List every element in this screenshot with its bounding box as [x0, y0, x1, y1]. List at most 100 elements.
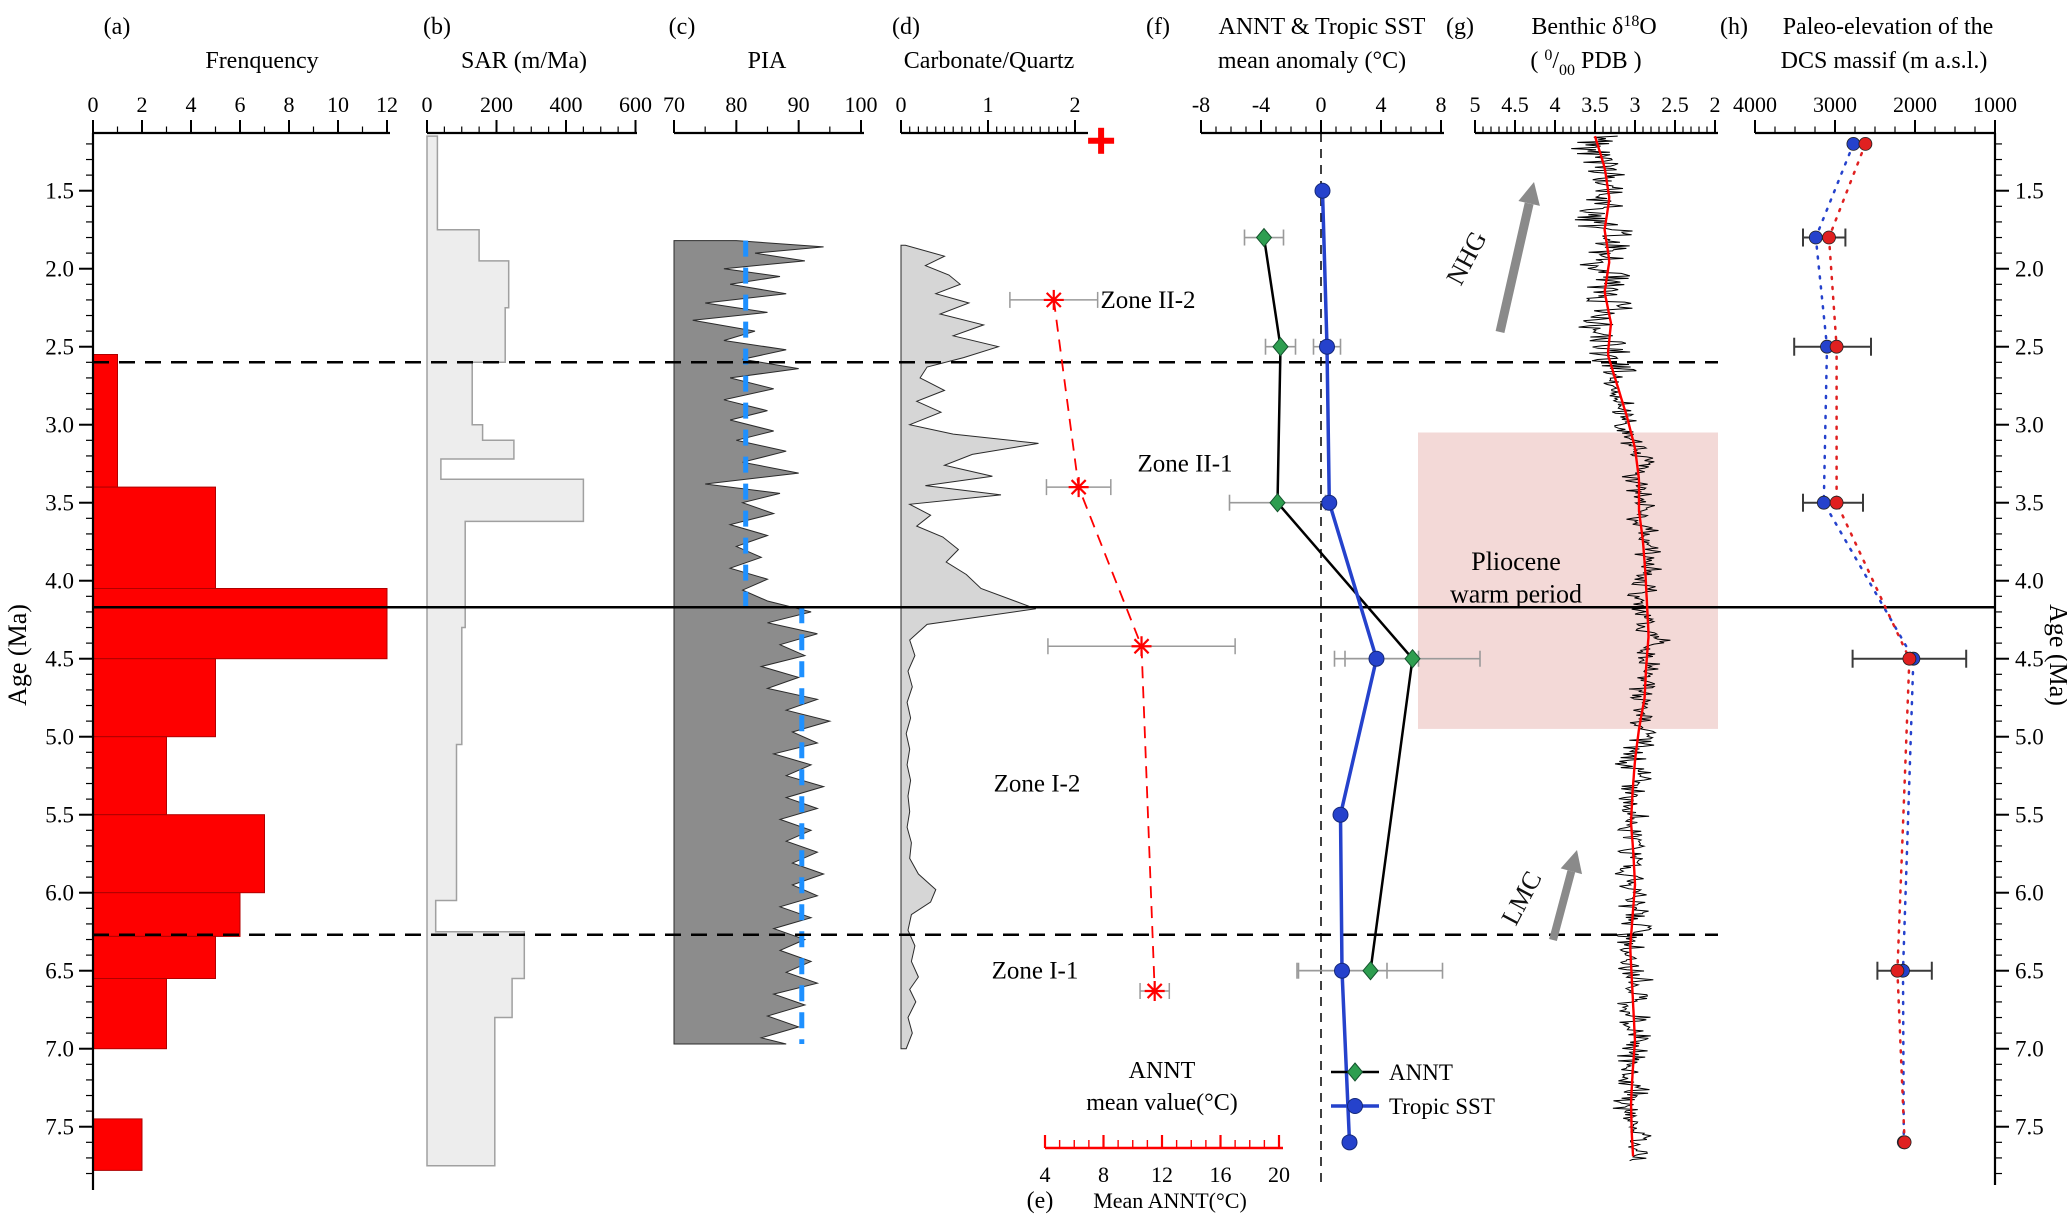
tick-label: 4: [1040, 1162, 1051, 1187]
age-tick-label: 3.0: [2015, 413, 2044, 438]
age-axis-left: 1.5 2.0 2.5 3.0 3.5 4.0 4.5 5.0 5.5 6.0 6.5 7.0 7.5 A…: [3, 133, 95, 1190]
annt-mean-point: [1068, 477, 1089, 498]
panel-c-pia: [673, 240, 832, 1045]
nhg-arrow-head: [1518, 182, 1540, 206]
annt-point: [1269, 492, 1286, 513]
panel-d-top-axis: 0 1 2 (d) Carbonate/Quartz: [892, 14, 1088, 135]
tick-label: 2.5: [1661, 92, 1689, 117]
age-tick-label: 6.0: [45, 881, 74, 906]
tick-label: 3: [1630, 92, 1641, 117]
tick-label: 6: [235, 92, 246, 117]
elevation-red-point: [1822, 230, 1836, 245]
panel-a-title: Frenquency: [205, 48, 318, 74]
age-tick-label: 6.5: [45, 959, 74, 984]
panel-a-top-axis: 0 2 4 6 8 10 12 (a) Frenquency: [88, 14, 398, 135]
elevation-red-point: [1829, 339, 1844, 354]
age-tick-label: 2.0: [2015, 257, 2044, 282]
annt-mean-point: [1043, 289, 1064, 310]
sst-point: [1321, 494, 1338, 511]
tick-label: 80: [725, 92, 747, 117]
frequency-bar: [92, 892, 241, 937]
zone-label: Zone I-1: [992, 958, 1079, 985]
frequency-bar: [92, 658, 216, 738]
panel-e-title: ANNT: [1129, 1058, 1196, 1084]
lmc-arrow-shaft: [1549, 870, 1576, 942]
tick-label: 400: [550, 92, 583, 117]
age-tick-label: 4.0: [45, 569, 74, 594]
lmc-arrow-head: [1560, 850, 1582, 875]
annt-mean-point: [1144, 981, 1165, 1001]
tick-label: 1: [983, 92, 994, 117]
panel-h-elevation: [1793, 136, 1968, 1150]
panel-g-title: Benthic δ18O: [1531, 13, 1656, 40]
panel-h-top-axis: 4000 3000 2000 1000 (h) Paleo-elevation of th…: [1720, 14, 2017, 135]
age-tick-label: 7.5: [45, 1115, 74, 1140]
age-tick-label: 5.0: [45, 725, 74, 750]
age-axis-label: Age (Ma): [3, 604, 32, 706]
age-tick-label: 3.5: [45, 491, 74, 516]
tick-label: 4: [1376, 92, 1387, 117]
sst-point: [1332, 806, 1349, 823]
tick-label: 200: [480, 92, 513, 117]
legend-sst-label: Tropic SST: [1389, 1094, 1495, 1119]
age-tick-label: 1.5: [45, 179, 74, 204]
tick-label: 100: [845, 92, 878, 117]
age-tick-label: 6.0: [2015, 881, 2044, 906]
elevation-blue-point: [1846, 136, 1861, 151]
elevation-blue-point: [1816, 495, 1831, 510]
pliocene-highlight: Pliocene warm period: [1418, 432, 1718, 729]
tick-label: 8: [1436, 92, 1447, 117]
annt-point: [1404, 648, 1421, 669]
frequency-bar: [92, 814, 265, 894]
frequency-bar: [92, 486, 216, 590]
annt-point: [1362, 960, 1379, 981]
tick-label: 5: [1470, 92, 1481, 117]
frequency-bar: [92, 1118, 143, 1171]
age-tick-label: 4.5: [2015, 647, 2044, 672]
annt-point: [1346, 1062, 1364, 1082]
tick-label: 20: [1268, 1162, 1290, 1187]
elevation-red-point: [1829, 495, 1844, 510]
zone-labels: Zone II-2 Zone II-1 Zone I-2 Zone I-1: [992, 287, 1233, 985]
tick-label: 4: [1550, 92, 1561, 117]
tick-label: 0: [88, 92, 99, 117]
panel-c-title: PIA: [748, 48, 787, 74]
panel-e-bottom-label: Mean ANNT(°C): [1093, 1188, 1247, 1213]
panel-h-title: DCS massif (m a.s.l.): [1781, 48, 1988, 74]
tick-label: 2000: [1893, 92, 1937, 117]
age-axis-right: 1.5 2.0 2.5 3.0 3.5 4.0 4.5 5.0 5.5 6.0 6.5 7.0 7.5 A…: [1993, 133, 2067, 1185]
age-tick-label: 7.5: [2015, 1115, 2044, 1140]
tick-label: 70: [663, 92, 685, 117]
sst-point: [1314, 182, 1331, 199]
panel-g-top-axis: 5 4.5 4 3.5 3 2.5 2 (g) Benthic δ18O ( 0/00 PDB ): [1446, 13, 1721, 135]
age-tick-label: 4.0: [2015, 569, 2044, 594]
age-tick-label: 2.5: [45, 335, 74, 360]
panel-e-annt: 4 8 12 16 20 ANNT mean value(°C) (e) Mean ANNT(°…: [1009, 289, 1290, 1214]
pia-area: [673, 240, 832, 1045]
age-tick-label: 6.5: [2015, 959, 2044, 984]
panel-e-title: mean value(°C): [1086, 1090, 1238, 1116]
panel-e-letter: (e): [1027, 1188, 1054, 1214]
panel-f-anomaly: [1228, 133, 1481, 1185]
mark: [1133, 638, 1150, 655]
age-tick-label: 5.5: [45, 803, 74, 828]
pliocene-label: Pliocene: [1471, 547, 1561, 576]
age-tick-label: 4.5: [45, 647, 74, 672]
benthic-smooth-line: [1593, 135, 1650, 1157]
reference-lines: [93, 361, 1995, 937]
age-tick-label: 3.5: [2015, 491, 2044, 516]
annt-point: [1255, 227, 1273, 248]
tick-label: 8: [1098, 1162, 1109, 1187]
panel-d-letter: (d): [892, 14, 920, 40]
panel-a-letter: (a): [104, 14, 131, 40]
tick-label: 16: [1210, 1162, 1232, 1187]
frequency-bar: [92, 354, 118, 488]
tick-label: 3000: [1813, 92, 1857, 117]
tick-label: 3.5: [1581, 92, 1609, 117]
panel-c-top-axis: 70 80 90 100 (c) PIA: [663, 14, 878, 135]
panel-f-title: mean anomaly (°C): [1218, 48, 1406, 74]
panel-c-letter: (c): [669, 14, 696, 40]
annt-mean-point: [1131, 636, 1152, 657]
